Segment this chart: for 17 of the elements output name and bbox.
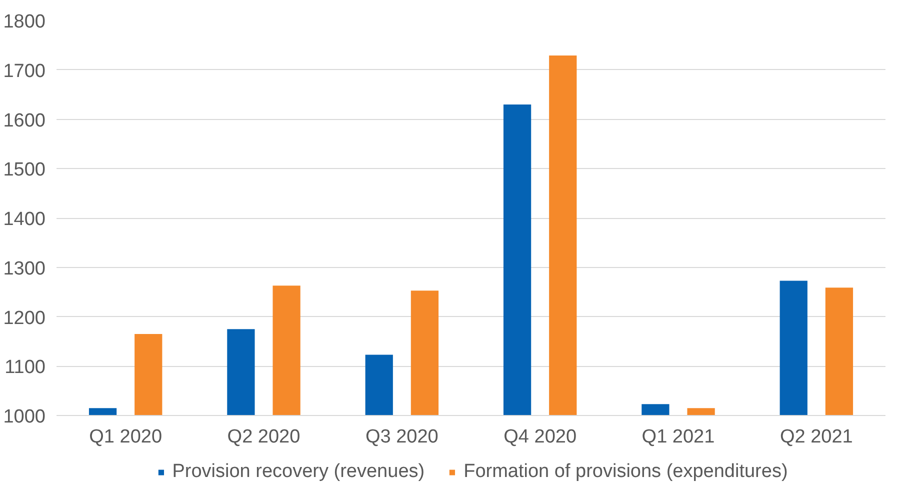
y-tick-label: 1000 [3, 406, 46, 428]
x-tick-label: Q4 2020 [504, 426, 577, 448]
x-tick-label: Q2 2020 [227, 426, 300, 448]
y-tick-label: 1500 [3, 160, 46, 181]
x-tick-label: Q2 2021 [780, 426, 853, 448]
y-tick-label: 1400 [3, 209, 46, 230]
y-tick-label: 1800 [3, 12, 46, 32]
y-tick-label: 1600 [3, 110, 46, 132]
x-tick-label: Q1 2020 [89, 426, 162, 448]
x-tick-label: Q1 2021 [642, 426, 715, 448]
y-tick-label: 1300 [3, 258, 46, 280]
legend-label: Provision recovery (revenues) [172, 461, 425, 483]
y-tick-label: 1200 [3, 308, 46, 329]
y-tick-label: 1100 [4, 357, 46, 378]
y-tick-label: 1700 [3, 60, 46, 82]
x-tick-label: Q3 2020 [365, 426, 438, 448]
legend-label: Formation of provisions (expenditures) [464, 461, 788, 483]
